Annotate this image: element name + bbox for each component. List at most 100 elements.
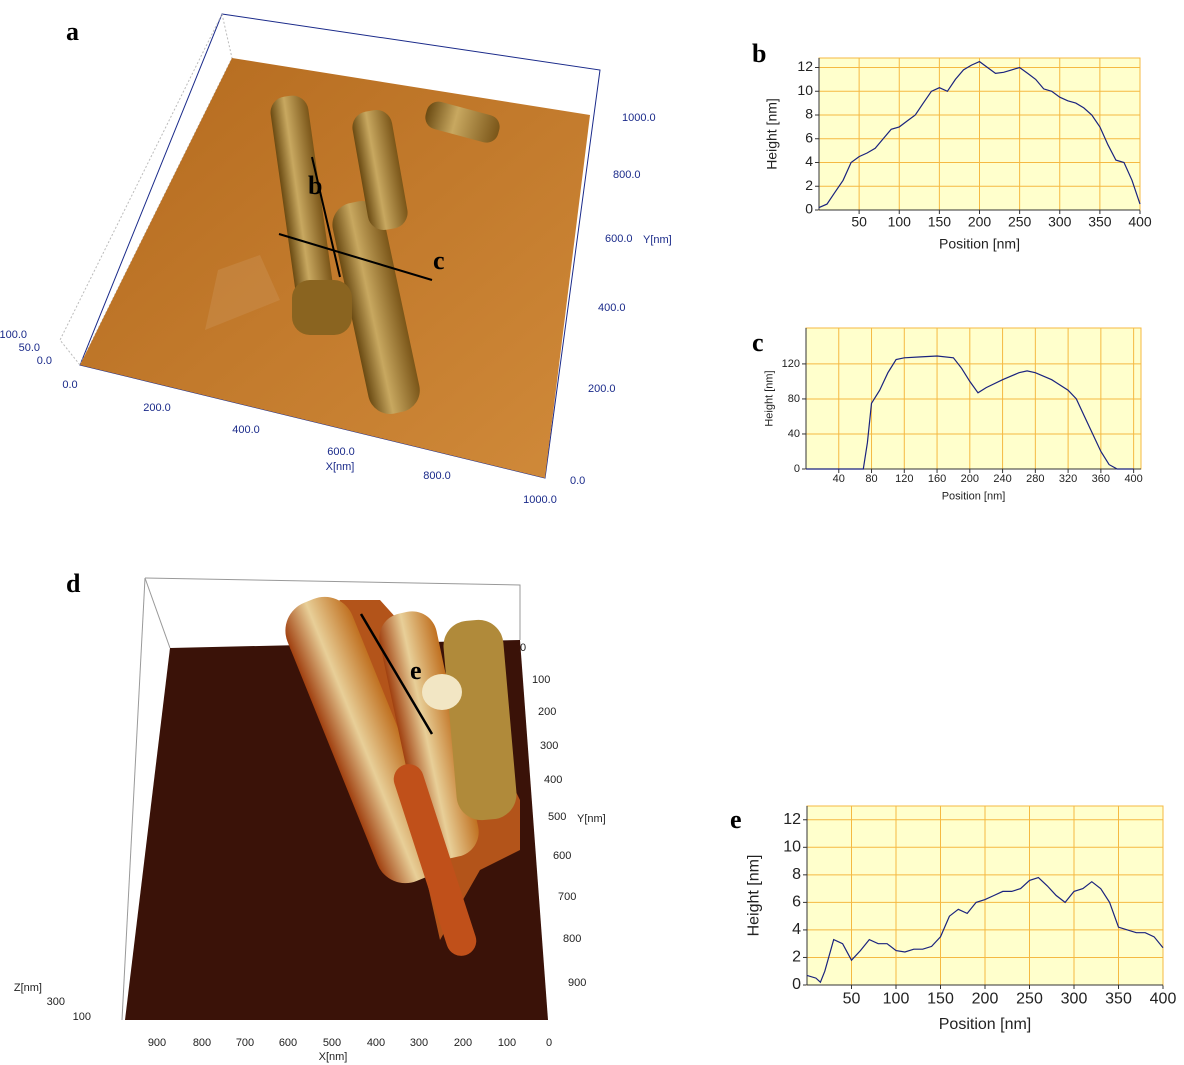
y-tick-label: 0 (520, 642, 526, 654)
x-tick-label: 50 (843, 991, 861, 1008)
x-tick-label: 200 (961, 473, 979, 485)
line-label: e (410, 656, 422, 685)
x-tick-label: 200 (972, 991, 999, 1008)
y-tick-label: 800.0 (613, 169, 641, 181)
x-tick-label: 240 (993, 473, 1011, 485)
z-tick-label: 300 (47, 996, 65, 1008)
y-tick-label: 6 (805, 129, 813, 145)
y-tick-label: 10 (783, 839, 801, 856)
x-tick-label: 360 (1092, 473, 1110, 485)
y-tick-label: 4 (792, 921, 801, 938)
y-tick-label: 6 (792, 894, 801, 911)
y-tick-label: 12 (783, 811, 801, 828)
y-axis-label: Y[nm] (577, 813, 606, 825)
x-tick-label: 250 (1008, 213, 1032, 229)
panel-label: c (752, 328, 764, 357)
x-tick-label: 400 (1128, 213, 1152, 229)
x-tick-label: 200 (454, 1037, 472, 1049)
y-tick-label: 600.0 (605, 233, 633, 245)
z-tick-label: 0.0 (37, 355, 52, 367)
line-label: c (433, 246, 445, 275)
profile-chart: 02468101250100150200250300350400Position… (730, 805, 1176, 1033)
panel-label: e (730, 805, 742, 834)
y-axis-label: Height [nm] (764, 98, 780, 170)
x-tick-label: 250 (1016, 991, 1043, 1008)
y-tick-label: 2 (805, 177, 813, 193)
x-tick-label: 100 (888, 213, 912, 229)
x-tick-label: 40 (833, 473, 845, 485)
x-axis-label: Position [nm] (939, 1016, 1031, 1033)
y-tick-label: 200 (538, 706, 556, 718)
x-tick-label: 80 (865, 473, 877, 485)
x-tick-label: 400 (1124, 473, 1142, 485)
x-tick-label: 120 (895, 473, 913, 485)
x-tick-label: 800 (193, 1037, 211, 1049)
x-tick-label: 100 (883, 991, 910, 1008)
y-tick-label: 40 (788, 428, 800, 440)
y-tick-label: 0 (792, 976, 801, 993)
x-tick-label: 400 (1150, 991, 1177, 1008)
y-tick-label: 4 (805, 153, 813, 169)
y-tick-label: 400.0 (598, 302, 626, 314)
y-tick-label: 500 (548, 811, 566, 823)
figure: abc0.0200.0400.0600.0800.01000.00.0200.0… (0, 0, 1184, 1065)
x-tick-label: 400 (367, 1037, 385, 1049)
y-tick-label: 600 (553, 850, 571, 862)
x-tick-label: 150 (928, 213, 952, 229)
x-tick-label: 300 (1061, 991, 1088, 1008)
afm-image-a (60, 14, 600, 478)
y-axis-label: Y[nm] (643, 234, 672, 246)
y-tick-label: 1000.0 (622, 112, 656, 124)
x-axis-label: Position [nm] (939, 236, 1020, 252)
x-tick-label: 50 (851, 213, 867, 229)
y-tick-label: 0 (794, 463, 800, 475)
y-tick-label: 120 (782, 358, 800, 370)
y-tick-label: 700 (558, 891, 576, 903)
x-tick-label: 500 (323, 1037, 341, 1049)
y-tick-label: 80 (788, 393, 800, 405)
x-tick-label: 200.0 (143, 402, 171, 414)
x-tick-label: 0.0 (62, 379, 77, 391)
y-tick-label: 200.0 (588, 383, 616, 395)
y-tick-label: 300 (540, 740, 558, 752)
y-axis-label: Height [nm] (745, 855, 762, 937)
panel-label: a (66, 17, 79, 46)
x-tick-label: 800.0 (423, 470, 451, 482)
x-axis-label: X[nm] (326, 461, 355, 473)
z-tick-label: 100.0 (0, 329, 27, 341)
x-tick-label: 160 (928, 473, 946, 485)
x-tick-label: 600.0 (327, 446, 355, 458)
panel-label: b (752, 39, 766, 68)
z-tick-label: 100 (73, 1011, 91, 1023)
x-tick-label: 350 (1105, 991, 1132, 1008)
y-axis-label: Height [nm] (764, 370, 776, 426)
z-axis-label: Z[nm] (14, 982, 42, 994)
z-tick-label: 50.0 (19, 342, 40, 354)
x-tick-label: 400.0 (232, 424, 260, 436)
x-tick-label: 300 (1048, 213, 1072, 229)
x-tick-label: 0 (546, 1037, 552, 1049)
y-tick-label: 0 (805, 201, 813, 217)
x-tick-label: 100 (498, 1037, 516, 1049)
panel-label: d (66, 569, 81, 598)
x-tick-label: 600 (279, 1037, 297, 1049)
y-tick-label: 900 (568, 977, 586, 989)
line-label: b (308, 171, 322, 200)
x-tick-label: 350 (1088, 213, 1112, 229)
page: {"images": [ {"label": "a", "line_labels… (0, 0, 1184, 1065)
x-tick-label: 300 (410, 1037, 428, 1049)
y-tick-label: 12 (797, 58, 813, 74)
y-tick-label: 8 (805, 106, 813, 122)
x-tick-label: 1000.0 (523, 494, 557, 506)
y-tick-label: 8 (792, 866, 801, 883)
y-tick-label: 0.0 (570, 475, 585, 487)
x-tick-label: 700 (236, 1037, 254, 1049)
afm-image-d (122, 578, 548, 1020)
x-axis-label: X[nm] (319, 1051, 348, 1063)
x-tick-label: 320 (1059, 473, 1077, 485)
y-tick-label: 400 (544, 774, 562, 786)
y-tick-label: 800 (563, 933, 581, 945)
x-axis-label: Position [nm] (942, 490, 1006, 502)
